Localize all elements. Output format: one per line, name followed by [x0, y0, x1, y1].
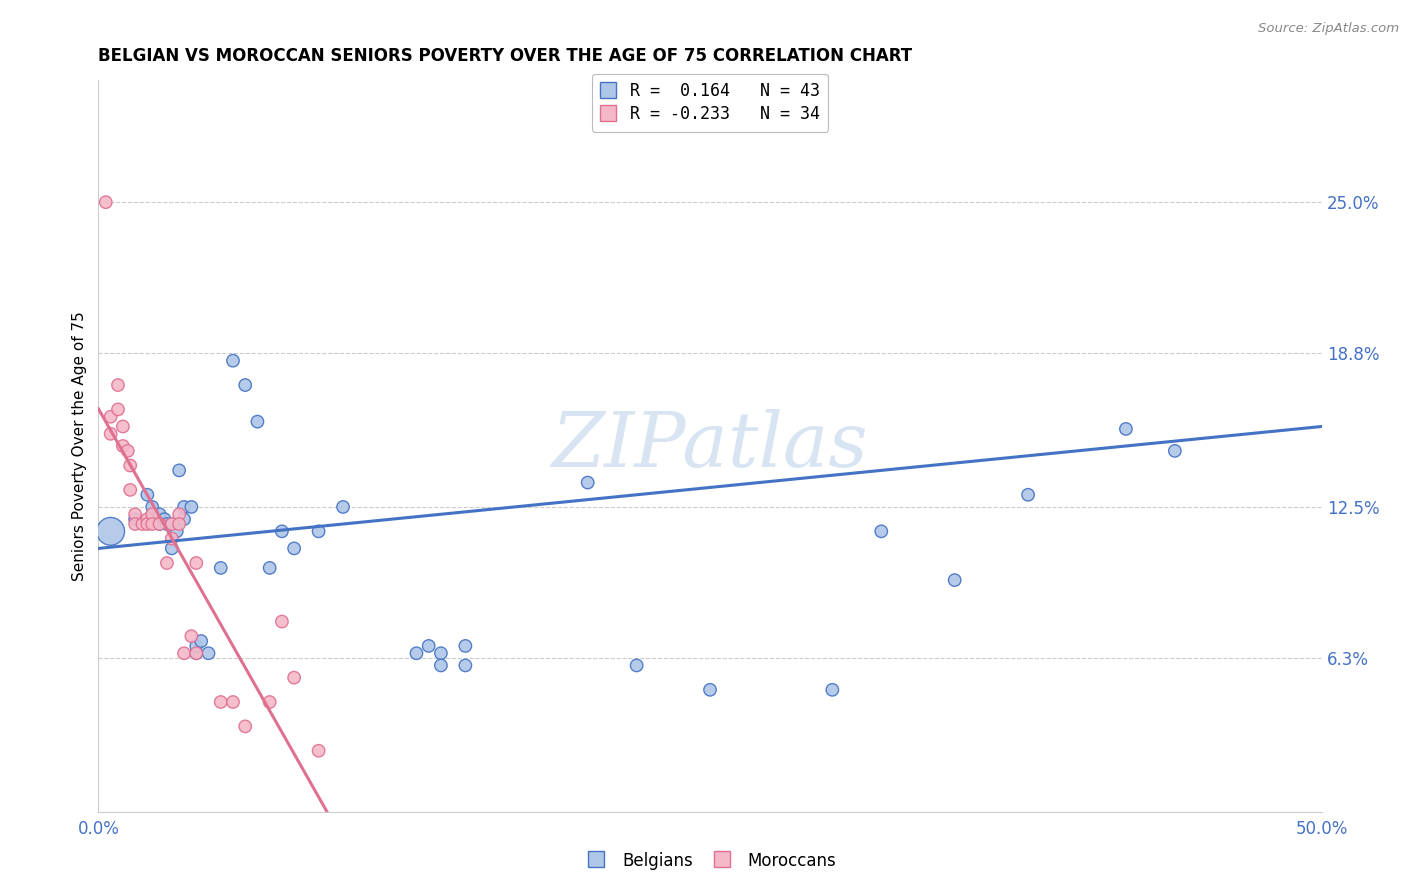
Point [167, 508, 190, 522]
Point [141, 500, 163, 514]
Point [246, 415, 269, 429]
Point [136, 516, 159, 531]
Point [100, 409, 122, 424]
Point [180, 629, 202, 643]
Point [332, 500, 354, 514]
Point [107, 378, 129, 392]
Point [166, 524, 188, 539]
Point [124, 516, 146, 531]
Point [222, 353, 245, 368]
Point [1164, 443, 1187, 458]
Point [153, 512, 176, 526]
Point [124, 508, 146, 522]
Point [141, 508, 163, 522]
Point [160, 541, 183, 556]
Point [94, 195, 117, 210]
Point [124, 512, 146, 526]
Point [186, 646, 208, 660]
Point [173, 646, 195, 660]
Point [167, 463, 190, 477]
Text: BELGIAN VS MOROCCAN SENIORS POVERTY OVER THE AGE OF 75 CORRELATION CHART: BELGIAN VS MOROCCAN SENIORS POVERTY OVER… [98, 47, 912, 65]
Point [131, 516, 153, 531]
Point [111, 439, 134, 453]
Y-axis label: Seniors Poverty Over the Age of 75: Seniors Poverty Over the Age of 75 [72, 311, 87, 581]
Point [160, 532, 183, 546]
Point [141, 516, 163, 531]
Point [1017, 488, 1039, 502]
Point [576, 475, 599, 490]
Point [186, 646, 208, 660]
Point [454, 658, 477, 673]
Point [167, 516, 190, 531]
Point [222, 695, 245, 709]
Point [870, 524, 893, 539]
Point [149, 516, 172, 531]
Point [699, 682, 721, 697]
Text: ZIPatlas: ZIPatlas [551, 409, 869, 483]
Point [430, 646, 453, 660]
Point [308, 524, 330, 539]
Point [136, 488, 159, 502]
Point [190, 634, 212, 648]
Point [120, 458, 142, 473]
Point [209, 561, 232, 575]
Point [209, 695, 232, 709]
Point [821, 682, 844, 697]
Point [136, 512, 159, 526]
Point [160, 516, 183, 531]
Point [149, 508, 172, 522]
Point [1115, 422, 1137, 436]
Point [100, 524, 122, 539]
Point [418, 639, 440, 653]
Point [186, 639, 208, 653]
Point [117, 443, 139, 458]
Point [120, 483, 142, 497]
Text: Source: ZipAtlas.com: Source: ZipAtlas.com [1258, 22, 1399, 36]
Point [100, 426, 122, 441]
Point [308, 744, 330, 758]
Point [430, 658, 453, 673]
Point [405, 646, 427, 660]
Point [943, 573, 966, 587]
Point [186, 556, 208, 570]
Point [111, 419, 134, 434]
Point [233, 378, 256, 392]
Point [160, 516, 183, 531]
Point [149, 516, 172, 531]
Point [197, 646, 219, 660]
Point [283, 671, 305, 685]
Point [270, 524, 294, 539]
Point [156, 516, 179, 531]
Legend: Belgians, Moroccans: Belgians, Moroccans [576, 846, 844, 877]
Point [173, 512, 195, 526]
Point [180, 500, 202, 514]
Point [259, 695, 281, 709]
Point [233, 719, 256, 733]
Point [259, 561, 281, 575]
Point [173, 500, 195, 514]
Point [283, 541, 305, 556]
Point [156, 556, 179, 570]
Point [270, 615, 294, 629]
Point [454, 639, 477, 653]
Point [107, 402, 129, 417]
Point [626, 658, 648, 673]
